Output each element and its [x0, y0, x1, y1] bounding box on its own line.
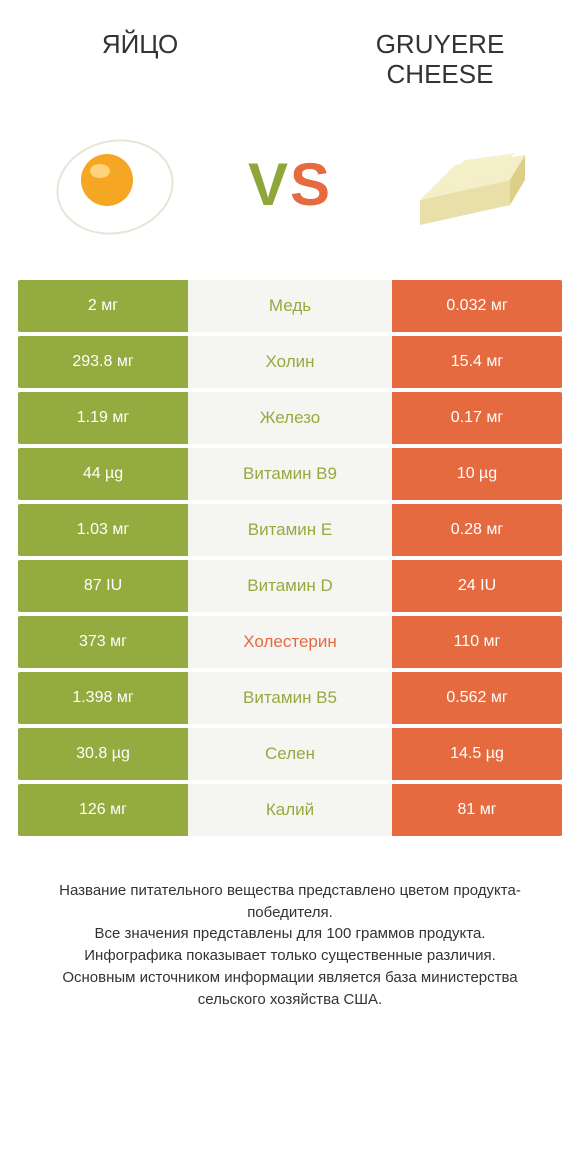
cell-left-value: 373 мг [18, 616, 188, 668]
cell-right-value: 15.4 мг [392, 336, 562, 388]
cell-right-value: 0.17 мг [392, 392, 562, 444]
header: ЯЙЦО GRUYERE CHEESE [0, 0, 580, 100]
egg-icon [40, 120, 190, 250]
table-row: 44 µgВитамин B910 µg [18, 448, 562, 500]
table-row: 87 IUВитамин D24 IU [18, 560, 562, 612]
footer-line: Основным источником информации является … [30, 967, 550, 1011]
cell-nutrient-name: Холестерин [188, 616, 392, 668]
vs-label: VS [248, 150, 332, 219]
table-row: 373 мгХолестерин110 мг [18, 616, 562, 668]
cell-nutrient-name: Холин [188, 336, 392, 388]
table-row: 293.8 мгХолин15.4 мг [18, 336, 562, 388]
cell-right-value: 110 мг [392, 616, 562, 668]
cell-left-value: 293.8 мг [18, 336, 188, 388]
cell-right-value: 0.28 мг [392, 504, 562, 556]
footer-notes: Название питательного вещества представл… [0, 840, 580, 1011]
cell-right-value: 14.5 µg [392, 728, 562, 780]
vs-row: VS [0, 100, 580, 280]
cell-right-value: 0.562 мг [392, 672, 562, 724]
table-row: 126 мгКалий81 мг [18, 784, 562, 836]
cell-nutrient-name: Витамин D [188, 560, 392, 612]
cell-nutrient-name: Витамин B5 [188, 672, 392, 724]
footer-line: Все значения представлены для 100 граммо… [30, 923, 550, 945]
cell-nutrient-name: Железо [188, 392, 392, 444]
cell-nutrient-name: Селен [188, 728, 392, 780]
cell-left-value: 1.398 мг [18, 672, 188, 724]
cell-left-value: 1.19 мг [18, 392, 188, 444]
cell-left-value: 126 мг [18, 784, 188, 836]
cell-right-value: 81 мг [392, 784, 562, 836]
cheese-icon [390, 120, 540, 250]
vs-s: S [290, 151, 332, 218]
product-right-title: GRUYERE CHEESE [340, 30, 540, 90]
footer-line: Название питательного вещества представл… [30, 880, 550, 924]
cell-left-value: 44 µg [18, 448, 188, 500]
vs-v: V [248, 151, 290, 218]
cell-right-value: 10 µg [392, 448, 562, 500]
cell-left-value: 30.8 µg [18, 728, 188, 780]
cell-right-value: 0.032 мг [392, 280, 562, 332]
table-row: 30.8 µgСелен14.5 µg [18, 728, 562, 780]
cell-left-value: 2 мг [18, 280, 188, 332]
cell-nutrient-name: Калий [188, 784, 392, 836]
cell-left-value: 1.03 мг [18, 504, 188, 556]
footer-line: Инфографика показывает только существенн… [30, 945, 550, 967]
table-row: 1.398 мгВитамин B50.562 мг [18, 672, 562, 724]
table-row: 1.19 мгЖелезо0.17 мг [18, 392, 562, 444]
cell-right-value: 24 IU [392, 560, 562, 612]
cell-nutrient-name: Медь [188, 280, 392, 332]
comparison-table: 2 мгМедь0.032 мг293.8 мгХолин15.4 мг1.19… [0, 280, 580, 836]
product-left-title: ЯЙЦО [40, 30, 240, 60]
table-row: 1.03 мгВитамин E0.28 мг [18, 504, 562, 556]
cell-nutrient-name: Витамин E [188, 504, 392, 556]
cell-left-value: 87 IU [18, 560, 188, 612]
cell-nutrient-name: Витамин B9 [188, 448, 392, 500]
table-row: 2 мгМедь0.032 мг [18, 280, 562, 332]
